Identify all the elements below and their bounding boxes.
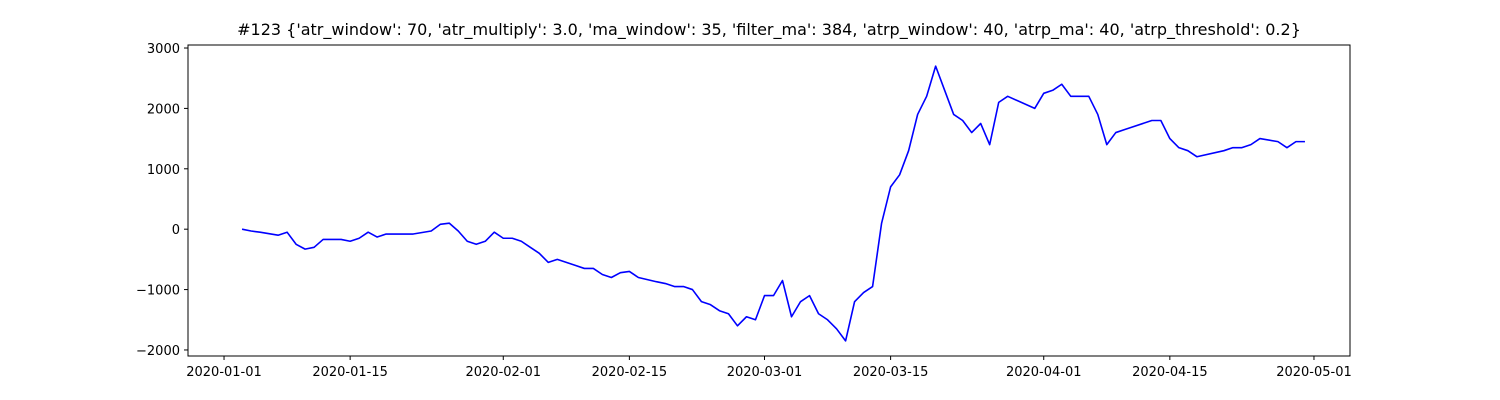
x-tick-label: 2020-05-01 xyxy=(1276,365,1352,380)
x-tick-label: 2020-01-01 xyxy=(186,365,262,380)
x-tick-label: 2020-04-15 xyxy=(1132,365,1208,380)
x-tick-label: 2020-01-15 xyxy=(312,365,388,380)
y-tick-label: 1000 xyxy=(147,163,180,178)
plot-frame xyxy=(187,44,1351,357)
y-tick-label: 2000 xyxy=(147,102,180,117)
x-tick-label: 2020-04-01 xyxy=(1006,365,1082,380)
x-tick-label: 2020-03-15 xyxy=(853,365,929,380)
line-series xyxy=(241,65,1305,342)
chart-title: #123 {'atr_window': 70, 'atr_multiply': … xyxy=(237,20,1301,40)
y-tick-label: −1000 xyxy=(136,284,180,299)
y-tick-label: 3000 xyxy=(147,42,180,57)
x-tick-label: 2020-02-01 xyxy=(465,365,541,380)
x-tick-label: 2020-02-15 xyxy=(592,365,668,380)
x-tick-label: 2020-03-01 xyxy=(727,365,803,380)
y-tick-label: −2000 xyxy=(136,344,180,359)
y-tick-label: 0 xyxy=(172,223,180,238)
